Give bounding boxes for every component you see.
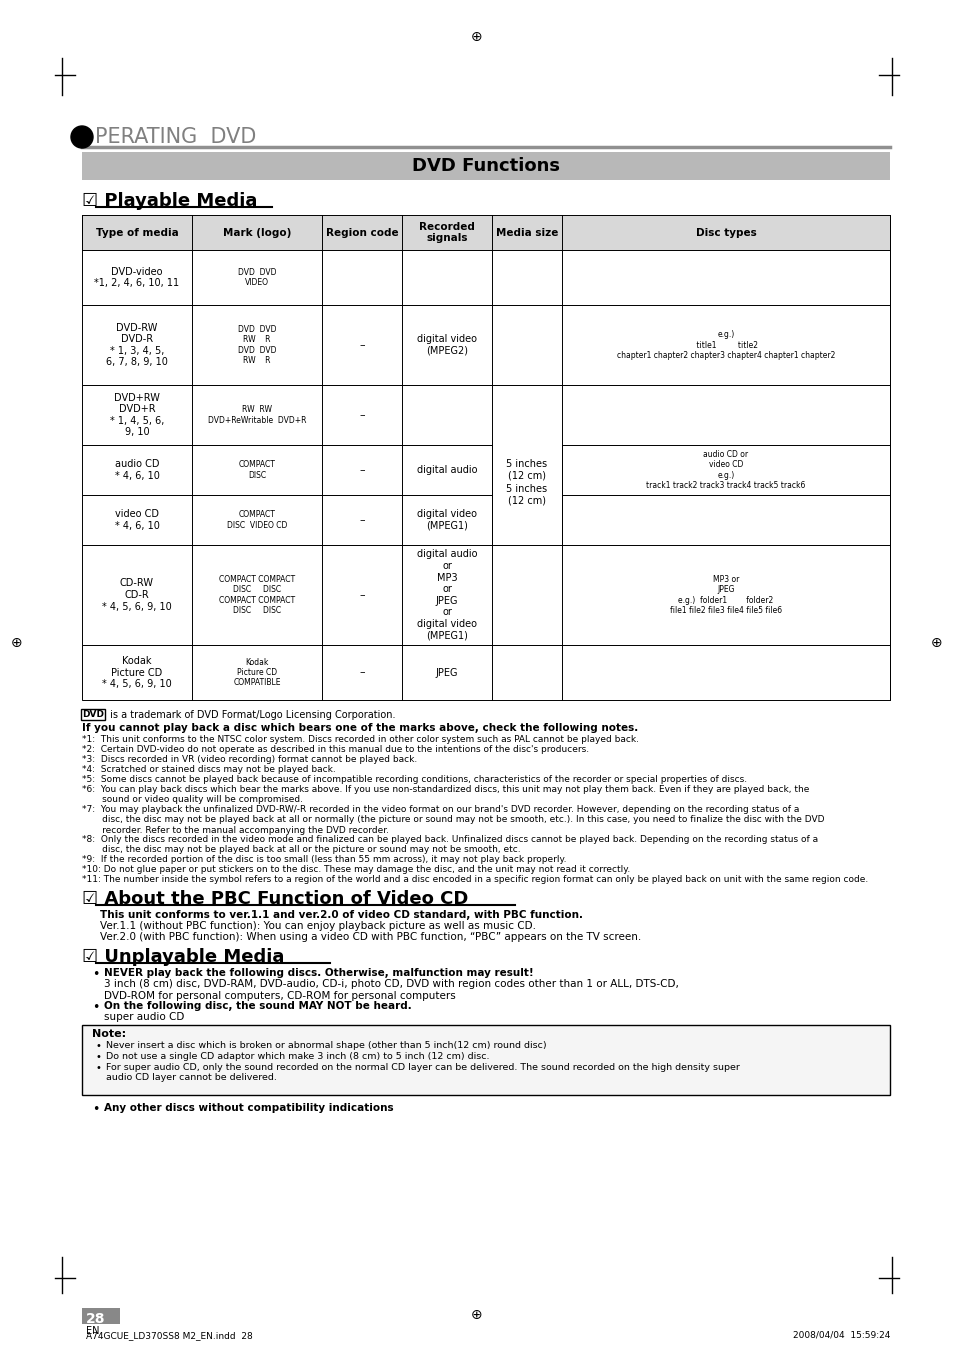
Text: •: • (96, 1042, 102, 1051)
Text: –: – (359, 409, 364, 420)
Text: is a trademark of DVD Format/Logo Licensing Corporation.: is a trademark of DVD Format/Logo Licens… (107, 711, 395, 720)
Text: audio CD or
video CD
e.g.)
track1 track2 track3 track4 track5 track6: audio CD or video CD e.g.) track1 track2… (645, 450, 805, 490)
Text: COMPACT
DISC: COMPACT DISC (238, 461, 275, 480)
Text: COMPACT COMPACT
DISC     DISC
COMPACT COMPACT
DISC     DISC: COMPACT COMPACT DISC DISC COMPACT COMPAC… (218, 576, 294, 615)
Text: Ver.2.0 (with PBC function): When using a video CD with PBC function, “PBC” appe: Ver.2.0 (with PBC function): When using … (100, 932, 640, 942)
Text: Disc types: Disc types (695, 227, 756, 238)
Circle shape (71, 126, 92, 149)
Text: Region code: Region code (325, 227, 398, 238)
Text: Any other discs without compatibility indications: Any other discs without compatibility in… (104, 1102, 394, 1113)
Bar (492, 444, 561, 544)
Text: 2008/04/04  15:59:24: 2008/04/04 15:59:24 (792, 1331, 889, 1340)
Text: –: – (359, 515, 364, 526)
Text: *7:  You may playback the unfinalized DVD-RW/-R recorded in the video format on : *7: You may playback the unfinalized DVD… (82, 805, 823, 835)
Bar (82, 250, 889, 305)
Bar (82, 544, 889, 644)
Text: *6:  You can play back discs which bear the marks above. If you use non-standard: *6: You can play back discs which bear t… (82, 785, 808, 804)
Text: JPEG: JPEG (436, 667, 457, 677)
Text: O: O (72, 127, 91, 147)
Text: •: • (91, 1102, 99, 1116)
Text: video CD
* 4, 6, 10: video CD * 4, 6, 10 (114, 509, 159, 531)
Text: digital video
(MPEG1): digital video (MPEG1) (416, 509, 476, 531)
Text: e.g.)
 title1         title2
chapter1 chapter2 chapter3 chapter4 chapter1 chapte: e.g.) title1 title2 chapter1 chapter2 ch… (617, 330, 834, 359)
Text: Note:: Note: (91, 1029, 126, 1039)
Text: Never insert a disc which is broken or abnormal shape (other than 5 inch(12 cm) : Never insert a disc which is broken or a… (106, 1042, 546, 1050)
Text: digital video
(MPEG2): digital video (MPEG2) (416, 334, 476, 355)
Bar (82, 305, 889, 385)
Text: 5 inches
(12 cm): 5 inches (12 cm) (506, 459, 547, 481)
Bar (82, 494, 889, 544)
Text: •: • (91, 1001, 99, 1015)
Text: DVD  DVD
VIDEO: DVD DVD VIDEO (237, 267, 276, 288)
Text: ⊕: ⊕ (930, 636, 942, 650)
Text: *2:  Certain DVD-video do not operate as described in this manual due to the int: *2: Certain DVD-video do not operate as … (82, 744, 589, 754)
Text: DVD: DVD (82, 711, 104, 719)
Text: •: • (96, 1052, 102, 1062)
Text: RW  RW
DVD+ReWritable  DVD+R: RW RW DVD+ReWritable DVD+R (208, 405, 306, 424)
Text: DVD  DVD
RW    R
DVD  DVD
RW    R: DVD DVD RW R DVD DVD RW R (237, 324, 276, 365)
Text: For super audio CD, only the sound recorded on the normal CD layer can be delive: For super audio CD, only the sound recor… (106, 1063, 740, 1082)
Text: MP3 or
JPEG
e.g.)  folder1        folder2
file1 file2 file3 file4 file5 file6: MP3 or JPEG e.g.) folder1 folder2 file1 … (669, 576, 781, 615)
Text: PERATING  DVD: PERATING DVD (95, 127, 256, 147)
Text: NEVER play back the following discs. Otherwise, malfunction may result!: NEVER play back the following discs. Oth… (104, 969, 533, 978)
Text: Mark (logo): Mark (logo) (223, 227, 291, 238)
Text: If you cannot play back a disc which bears one of the marks above, check the fol: If you cannot play back a disc which bea… (82, 723, 638, 734)
Text: •: • (96, 1063, 102, 1073)
Text: DVD Functions: DVD Functions (412, 157, 559, 176)
Text: ☑ About the PBC Function of Video CD: ☑ About the PBC Function of Video CD (82, 890, 468, 908)
Bar (82, 1308, 120, 1324)
Text: *8:  Only the discs recorded in the video mode and finalized can be played back.: *8: Only the discs recorded in the video… (82, 835, 818, 854)
Bar (82, 1025, 889, 1096)
Bar (82, 215, 889, 250)
Text: audio CD
* 4, 6, 10: audio CD * 4, 6, 10 (114, 459, 159, 481)
Text: DVD-RW
DVD-R
* 1, 3, 4, 5,
6, 7, 8, 9, 10: DVD-RW DVD-R * 1, 3, 4, 5, 6, 7, 8, 9, 1… (106, 323, 168, 367)
Text: –: – (359, 465, 364, 476)
Text: *3:  Discs recorded in VR (video recording) format cannot be played back.: *3: Discs recorded in VR (video recordin… (82, 755, 416, 765)
Text: Media size: Media size (496, 227, 558, 238)
Text: –: – (359, 667, 364, 677)
Text: digital audio
or
MP3
or
JPEG
or
digital video
(MPEG1): digital audio or MP3 or JPEG or digital … (416, 550, 476, 640)
Text: ⊕: ⊕ (471, 30, 482, 45)
Text: 5 inches
(12 cm): 5 inches (12 cm) (506, 484, 547, 505)
Text: ☑ Playable Media: ☑ Playable Media (82, 192, 257, 209)
Text: *1:  This unit conforms to the NTSC color system. Discs recorded in other color : *1: This unit conforms to the NTSC color… (82, 735, 639, 744)
Text: Do not use a single CD adaptor which make 3 inch (8 cm) to 5 inch (12 cm) disc.: Do not use a single CD adaptor which mak… (106, 1052, 489, 1061)
Text: CD-RW
CD-R
* 4, 5, 6, 9, 10: CD-RW CD-R * 4, 5, 6, 9, 10 (102, 578, 172, 612)
Text: *5:  Some discs cannot be played back because of incompatible recording conditio: *5: Some discs cannot be played back bec… (82, 775, 746, 784)
Text: super audio CD: super audio CD (104, 1012, 184, 1021)
Text: *10: Do not glue paper or put stickers on to the disc. These may damage the disc: *10: Do not glue paper or put stickers o… (82, 865, 630, 874)
Text: A74GCUE_LD370SS8 M2_EN.indd  28: A74GCUE_LD370SS8 M2_EN.indd 28 (86, 1331, 253, 1340)
Bar (82, 153, 889, 180)
Text: *4:  Scratched or stained discs may not be played back.: *4: Scratched or stained discs may not b… (82, 765, 335, 774)
Bar (82, 385, 889, 444)
Text: digital audio: digital audio (416, 465, 476, 476)
Text: COMPACT
DISC  VIDEO CD: COMPACT DISC VIDEO CD (227, 511, 287, 530)
Text: –: – (359, 340, 364, 350)
Text: *11: The number inside the symbol refers to a region of the world and a disc enc: *11: The number inside the symbol refers… (82, 875, 867, 884)
Text: 3 inch (8 cm) disc, DVD-RAM, DVD-audio, CD-i, photo CD, DVD with region codes ot: 3 inch (8 cm) disc, DVD-RAM, DVD-audio, … (104, 979, 679, 1001)
Text: •: • (91, 969, 99, 981)
Text: EN: EN (86, 1325, 99, 1336)
Text: This unit conforms to ver.1.1 and ver.2.0 of video CD standard, with PBC functio: This unit conforms to ver.1.1 and ver.2.… (100, 911, 582, 920)
Text: Kodak
Picture CD
COMPATIBLE: Kodak Picture CD COMPATIBLE (233, 658, 280, 688)
Text: Recorded
signals: Recorded signals (418, 222, 475, 243)
Bar (82, 444, 889, 494)
Text: On the following disc, the sound MAY NOT be heard.: On the following disc, the sound MAY NOT… (104, 1001, 412, 1011)
Text: Type of media: Type of media (95, 227, 178, 238)
Text: DVD+RW
DVD+R
* 1, 4, 5, 6,
9, 10: DVD+RW DVD+R * 1, 4, 5, 6, 9, 10 (110, 393, 164, 438)
Text: Ver.1.1 (without PBC function): You can enjoy playback picture as well as music : Ver.1.1 (without PBC function): You can … (100, 921, 536, 931)
Text: 28: 28 (86, 1312, 106, 1325)
Text: –: – (359, 590, 364, 600)
Text: *9:  If the recorded portion of the disc is too small (less than 55 mm across), : *9: If the recorded portion of the disc … (82, 855, 566, 865)
Text: ⊕: ⊕ (471, 1308, 482, 1323)
Text: DVD-video
*1, 2, 4, 6, 10, 11: DVD-video *1, 2, 4, 6, 10, 11 (94, 266, 179, 288)
Text: ⊕: ⊕ (11, 636, 23, 650)
Text: ☑ Unplayable Media: ☑ Unplayable Media (82, 948, 284, 966)
Bar (82, 644, 889, 700)
Text: Kodak
Picture CD
* 4, 5, 6, 9, 10: Kodak Picture CD * 4, 5, 6, 9, 10 (102, 655, 172, 689)
